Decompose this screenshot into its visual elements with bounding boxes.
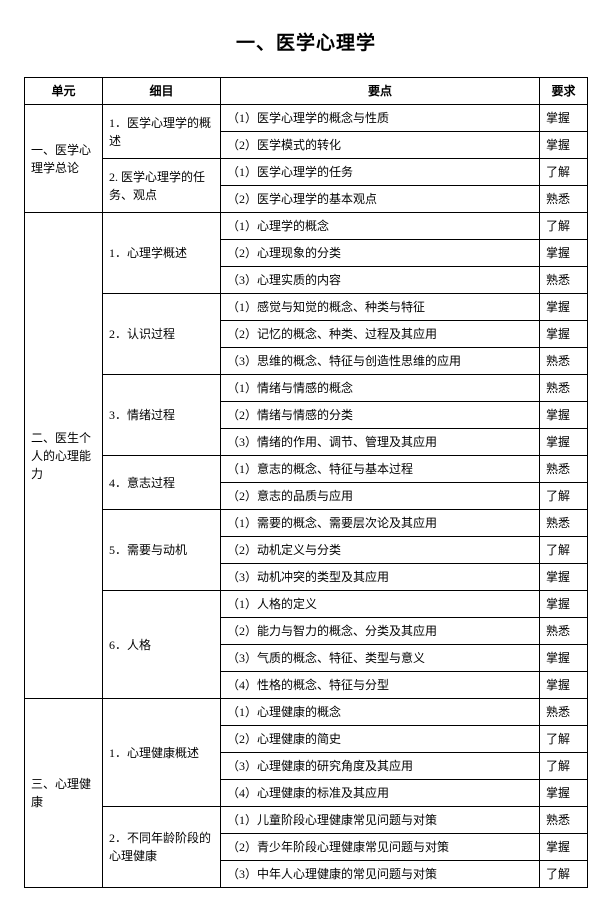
requirement-cell: 掌握 <box>540 645 588 672</box>
requirement-cell: 了解 <box>540 159 588 186</box>
point-cell: （3）动机冲突的类型及其应用 <box>221 564 540 591</box>
item-cell: 1．医学心理学的概述 <box>103 105 221 159</box>
requirement-cell: 掌握 <box>540 105 588 132</box>
item-cell: 1．心理健康概述 <box>103 699 221 807</box>
requirement-cell: 掌握 <box>540 780 588 807</box>
header-unit: 单元 <box>25 78 103 105</box>
requirement-cell: 熟悉 <box>540 618 588 645</box>
point-cell: （3）心理健康的研究角度及其应用 <box>221 753 540 780</box>
item-cell: 2．认识过程 <box>103 294 221 375</box>
point-cell: （1）人格的定义 <box>221 591 540 618</box>
requirement-cell: 掌握 <box>540 564 588 591</box>
point-cell: （2）医学模式的转化 <box>221 132 540 159</box>
requirement-cell: 熟悉 <box>540 375 588 402</box>
table-row: 5．需要与动机（1）需要的概念、需要层次论及其应用熟悉 <box>25 510 588 537</box>
point-cell: （2）记忆的概念、种类、过程及其应用 <box>221 321 540 348</box>
unit-cell: 一、医学心理学总论 <box>25 105 103 213</box>
point-cell: （4）性格的概念、特征与分型 <box>221 672 540 699</box>
item-cell: 5．需要与动机 <box>103 510 221 591</box>
requirement-cell: 掌握 <box>540 429 588 456</box>
unit-cell: 三、心理健康 <box>25 699 103 888</box>
requirement-cell: 熟悉 <box>540 456 588 483</box>
table-row: 一、医学心理学总论1．医学心理学的概述（1）医学心理学的概念与性质掌握 <box>25 105 588 132</box>
item-cell: 2．不同年龄阶段的心理健康 <box>103 807 221 888</box>
header-item: 细目 <box>103 78 221 105</box>
requirement-cell: 了解 <box>540 861 588 888</box>
point-cell: （2）医学心理学的基本观点 <box>221 186 540 213</box>
table-row: 三、心理健康1．心理健康概述（1）心理健康的概念熟悉 <box>25 699 588 726</box>
syllabus-table: 单元 细目 要点 要求 一、医学心理学总论1．医学心理学的概述（1）医学心理学的… <box>24 77 588 888</box>
requirement-cell: 掌握 <box>540 294 588 321</box>
point-cell: （2）情绪与情感的分类 <box>221 402 540 429</box>
point-cell: （1）心理学的概念 <box>221 213 540 240</box>
requirement-cell: 熟悉 <box>540 267 588 294</box>
requirement-cell: 了解 <box>540 483 588 510</box>
requirement-cell: 掌握 <box>540 402 588 429</box>
item-cell: 3．情绪过程 <box>103 375 221 456</box>
point-cell: （3）中年人心理健康的常见问题与对策 <box>221 861 540 888</box>
item-cell: 6．人格 <box>103 591 221 699</box>
point-cell: （3）心理实质的内容 <box>221 267 540 294</box>
point-cell: （1）意志的概念、特征与基本过程 <box>221 456 540 483</box>
point-cell: （2）动机定义与分类 <box>221 537 540 564</box>
point-cell: （1）感觉与知觉的概念、种类与特征 <box>221 294 540 321</box>
point-cell: （2）青少年阶段心理健康常见问题与对策 <box>221 834 540 861</box>
item-cell: 4．意志过程 <box>103 456 221 510</box>
requirement-cell: 了解 <box>540 213 588 240</box>
requirement-cell: 掌握 <box>540 834 588 861</box>
point-cell: （2）心理现象的分类 <box>221 240 540 267</box>
requirement-cell: 熟悉 <box>540 699 588 726</box>
table-row: 2．不同年龄阶段的心理健康（1）儿童阶段心理健康常见问题与对策熟悉 <box>25 807 588 834</box>
requirement-cell: 熟悉 <box>540 510 588 537</box>
requirement-cell: 熟悉 <box>540 807 588 834</box>
requirement-cell: 了解 <box>540 537 588 564</box>
requirement-cell: 掌握 <box>540 672 588 699</box>
requirement-cell: 了解 <box>540 726 588 753</box>
point-cell: （1）心理健康的概念 <box>221 699 540 726</box>
table-row: 6．人格（1）人格的定义掌握 <box>25 591 588 618</box>
unit-cell: 二、医生个人的心理能力 <box>25 213 103 699</box>
header-requirement: 要求 <box>540 78 588 105</box>
point-cell: （2）能力与智力的概念、分类及其应用 <box>221 618 540 645</box>
point-cell: （4）心理健康的标准及其应用 <box>221 780 540 807</box>
point-cell: （1）儿童阶段心理健康常见问题与对策 <box>221 807 540 834</box>
point-cell: （1）医学心理学的任务 <box>221 159 540 186</box>
header-point: 要点 <box>221 78 540 105</box>
requirement-cell: 掌握 <box>540 591 588 618</box>
requirement-cell: 掌握 <box>540 132 588 159</box>
table-row: 2. 医学心理学的任务、观点（1）医学心理学的任务了解 <box>25 159 588 186</box>
table-row: 3．情绪过程（1）情绪与情感的概念熟悉 <box>25 375 588 402</box>
point-cell: （1）情绪与情感的概念 <box>221 375 540 402</box>
requirement-cell: 了解 <box>540 753 588 780</box>
page-title: 一、医学心理学 <box>24 28 588 55</box>
point-cell: （3）情绪的作用、调节、管理及其应用 <box>221 429 540 456</box>
table-header-row: 单元 细目 要点 要求 <box>25 78 588 105</box>
requirement-cell: 掌握 <box>540 321 588 348</box>
table-row: 2．认识过程（1）感觉与知觉的概念、种类与特征掌握 <box>25 294 588 321</box>
point-cell: （2）心理健康的简史 <box>221 726 540 753</box>
point-cell: （1）需要的概念、需要层次论及其应用 <box>221 510 540 537</box>
point-cell: （3）气质的概念、特征、类型与意义 <box>221 645 540 672</box>
item-cell: 2. 医学心理学的任务、观点 <box>103 159 221 213</box>
requirement-cell: 熟悉 <box>540 348 588 375</box>
item-cell: 1．心理学概述 <box>103 213 221 294</box>
point-cell: （2）意志的品质与应用 <box>221 483 540 510</box>
point-cell: （1）医学心理学的概念与性质 <box>221 105 540 132</box>
table-row: 4．意志过程（1）意志的概念、特征与基本过程熟悉 <box>25 456 588 483</box>
requirement-cell: 掌握 <box>540 240 588 267</box>
point-cell: （3）思维的概念、特征与创造性思维的应用 <box>221 348 540 375</box>
table-row: 二、医生个人的心理能力1．心理学概述（1）心理学的概念了解 <box>25 213 588 240</box>
requirement-cell: 熟悉 <box>540 186 588 213</box>
